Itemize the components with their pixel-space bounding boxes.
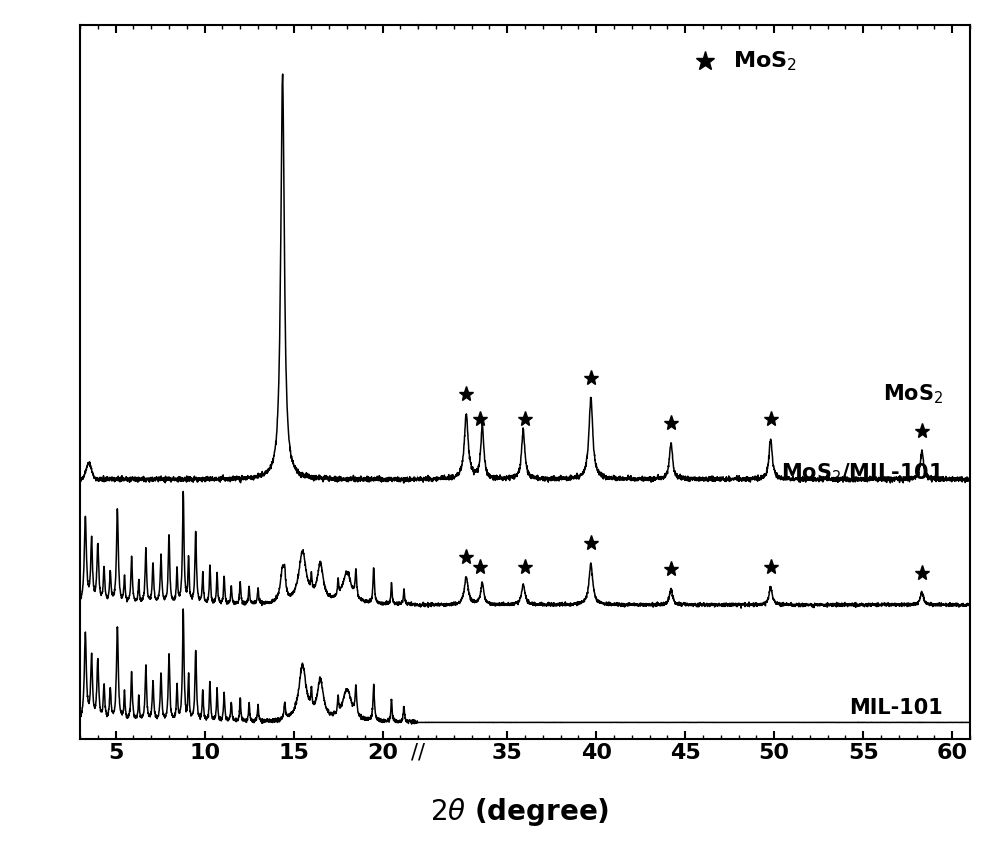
Text: $2\theta$ (degree): $2\theta$ (degree): [430, 796, 610, 828]
Text: //: //: [411, 743, 425, 763]
Text: MIL-101: MIL-101: [850, 699, 943, 718]
Text: MoS$_2$/MIL-101: MoS$_2$/MIL-101: [781, 461, 943, 485]
Text: MoS$_2$: MoS$_2$: [883, 383, 943, 407]
Text: MoS$_2$: MoS$_2$: [733, 49, 797, 73]
